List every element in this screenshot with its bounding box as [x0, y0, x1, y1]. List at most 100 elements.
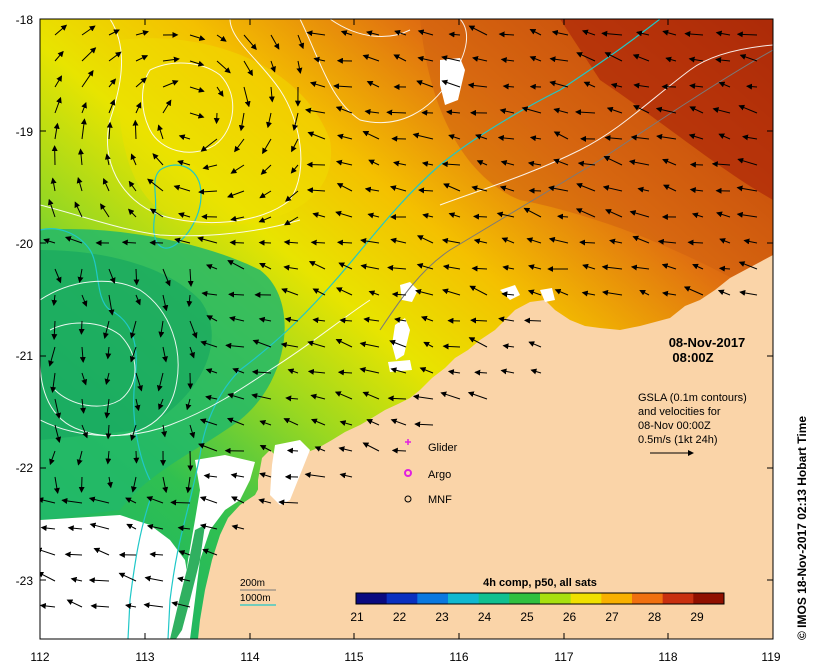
velocity-arrow	[335, 210, 353, 218]
velocity-arrow	[199, 496, 218, 504]
colorbar-label: 23	[435, 610, 449, 624]
velocity-arrow	[312, 212, 326, 218]
velocity-arrow	[368, 159, 380, 166]
velocity-arrow	[683, 286, 704, 296]
colorbar-swatch	[448, 593, 480, 604]
marker-legend: Glider Argo MNF	[428, 442, 458, 506]
velocity-arrow	[601, 30, 623, 37]
lat-tick-label: -18	[16, 13, 34, 27]
velocity-arrow	[579, 239, 596, 246]
velocity-arrow	[54, 398, 62, 419]
velocity-arrow	[473, 238, 488, 245]
lon-tick-label: 112	[30, 650, 49, 664]
velocity-arrow	[130, 476, 137, 493]
velocity-arrow	[718, 265, 731, 272]
velocity-arrow	[610, 82, 623, 89]
velocity-arrow	[360, 263, 380, 270]
velocity-arrow	[470, 317, 488, 324]
gsla-note-line: 0.5m/s (1kt 24h)	[638, 434, 717, 446]
velocity-arrow	[719, 238, 731, 244]
velocity-arrow	[78, 476, 85, 493]
velocity-arrow	[259, 263, 272, 270]
velocity-arrow	[655, 106, 677, 114]
lon-tick-label: 115	[344, 650, 363, 664]
velocity-arrow	[189, 424, 196, 439]
velocity-arrow	[285, 190, 299, 202]
velocity-arrow	[339, 472, 353, 479]
velocity-arrow	[499, 185, 515, 192]
velocity-arrow	[473, 213, 488, 220]
velocity-arrow	[130, 153, 137, 166]
velocity-arrow	[76, 177, 83, 192]
velocity-arrow	[581, 29, 596, 36]
velocity-arrow	[108, 78, 117, 88]
velocity-arrow	[530, 368, 542, 375]
velocity-arrow	[213, 112, 220, 125]
velocity-arrow	[135, 372, 143, 392]
velocity-arrow	[421, 161, 434, 167]
velocity-arrow	[129, 346, 137, 363]
velocity-arrow	[336, 183, 353, 192]
velocity-arrow	[258, 216, 272, 223]
velocity-arrow	[742, 134, 758, 141]
velocity-arrow	[338, 262, 353, 270]
velocity-arrow	[390, 237, 407, 244]
lon-tick-label: 118	[658, 650, 677, 664]
velocity-arrow	[360, 238, 380, 244]
velocity-arrow	[156, 372, 164, 392]
velocity-arrow	[266, 112, 272, 129]
velocity-arrow	[243, 60, 253, 77]
velocity-arrow	[307, 340, 326, 348]
velocity-arrow	[135, 101, 142, 114]
velocity-arrow	[283, 418, 299, 426]
velocity-arrow	[521, 106, 542, 114]
velocity-arrow	[162, 294, 169, 312]
velocity-arrow	[40, 547, 56, 556]
velocity-arrow	[746, 83, 758, 90]
velocity-arrow	[389, 185, 407, 192]
velocity-arrow	[43, 238, 56, 244]
velocity-arrow	[162, 346, 168, 363]
velocity-arrow	[50, 177, 57, 192]
velocity-arrow	[64, 236, 83, 244]
velocity-arrow	[67, 525, 83, 532]
velocity-arrow	[81, 101, 87, 114]
contour-label-200m: 200m	[240, 578, 265, 589]
velocity-arrow	[393, 54, 407, 62]
velocity-arrow	[121, 239, 137, 246]
velocity-arrow	[201, 290, 218, 297]
velocity-arrow	[259, 420, 272, 426]
velocity-arrow	[149, 208, 164, 218]
velocity-arrow	[529, 55, 542, 62]
velocity-arrow	[108, 51, 122, 62]
velocity-arrow	[178, 134, 191, 141]
colorbar-swatch	[570, 593, 602, 604]
velocity-arrow	[448, 134, 461, 140]
velocity-arrow	[132, 119, 139, 140]
velocity-arrow	[238, 112, 245, 132]
velocity-arrow	[125, 497, 137, 504]
velocity-arrow	[216, 60, 231, 74]
velocity-arrow	[283, 264, 299, 271]
legend-label-mnf: MNF	[428, 494, 452, 506]
velocity-arrow	[118, 572, 137, 582]
isobath-200m	[379, 49, 773, 331]
velocity-arrow	[108, 99, 116, 114]
velocity-arrow	[689, 187, 704, 194]
velocity-arrow	[64, 551, 83, 558]
velocity-arrow	[198, 443, 218, 452]
velocity-arrow	[305, 107, 326, 114]
velocity-arrow	[314, 446, 326, 452]
velocity-arrow	[81, 294, 88, 307]
velocity-arrow	[306, 30, 326, 37]
velocity-arrow	[306, 187, 326, 194]
velocity-arrow	[102, 177, 110, 192]
velocity-arrow	[100, 203, 110, 218]
velocity-arrow	[40, 602, 56, 609]
velocity-arrow	[105, 346, 112, 360]
velocity-arrow	[603, 156, 623, 166]
velocity-arrow	[225, 342, 245, 349]
velocity-arrow	[687, 239, 704, 246]
velocity-arrow	[280, 342, 299, 348]
velocity-arrow	[528, 264, 542, 270]
